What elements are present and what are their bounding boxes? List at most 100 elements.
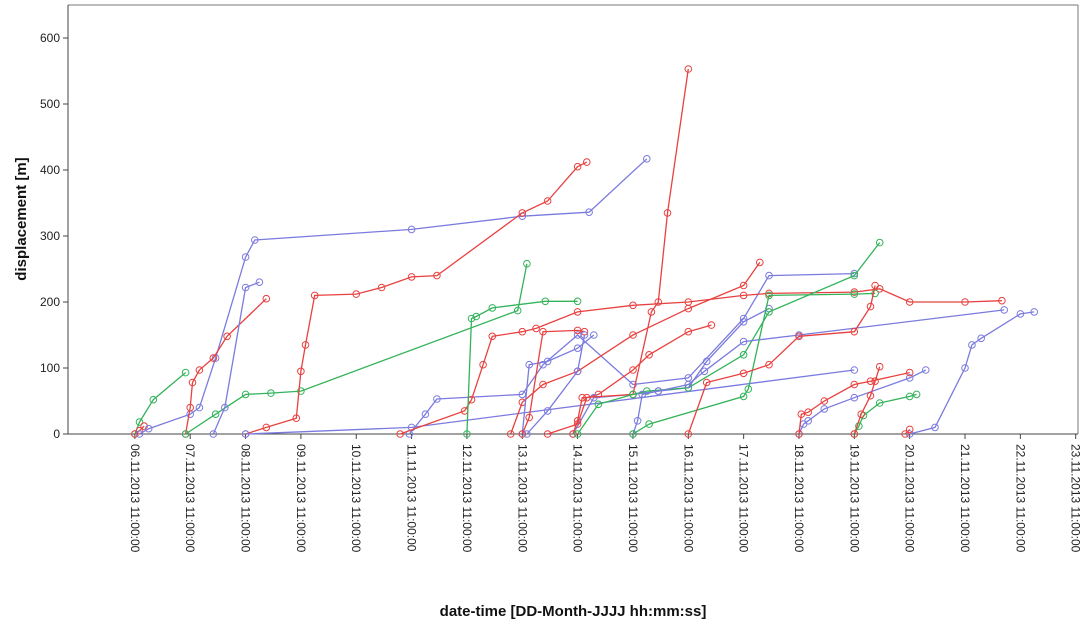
x-tick-label: 22.11.2013 11:00:00 bbox=[1013, 444, 1027, 553]
data-point bbox=[684, 430, 693, 438]
data-point bbox=[195, 366, 204, 374]
x-tick-label: 08.11.2013 11:00:00 bbox=[239, 444, 253, 553]
x-tick-label: 18.11.2013 11:00:00 bbox=[792, 444, 806, 553]
data-point bbox=[377, 283, 386, 292]
data-point bbox=[532, 324, 540, 333]
data-point bbox=[251, 236, 259, 244]
data-point bbox=[795, 430, 803, 438]
series-line bbox=[853, 366, 881, 435]
data-point bbox=[850, 327, 859, 336]
data-point bbox=[181, 430, 190, 438]
data-point bbox=[488, 332, 497, 341]
data-point bbox=[543, 407, 552, 415]
data-point bbox=[1016, 310, 1025, 318]
data-point bbox=[756, 258, 764, 267]
data-point bbox=[518, 209, 527, 217]
x-tick-label: 14.11.2013 11:00:00 bbox=[571, 444, 585, 553]
data-point bbox=[850, 393, 859, 402]
data-point bbox=[739, 337, 748, 346]
data-point bbox=[543, 197, 552, 205]
data-point bbox=[223, 332, 231, 341]
data-point bbox=[961, 298, 969, 306]
data-point bbox=[467, 314, 476, 323]
data-point bbox=[573, 367, 582, 376]
series-23 bbox=[795, 366, 930, 438]
series-8 bbox=[241, 366, 859, 438]
x-tick-label: 19.11.2013 11:00:00 bbox=[847, 444, 861, 553]
data-point bbox=[765, 360, 773, 369]
data-point bbox=[905, 392, 914, 401]
data-point bbox=[866, 377, 875, 386]
data-point bbox=[463, 430, 471, 438]
data-point bbox=[301, 341, 310, 349]
series-line bbox=[510, 262, 761, 435]
data-point bbox=[472, 312, 481, 321]
series-3 bbox=[135, 155, 651, 438]
series-10 bbox=[396, 285, 1006, 438]
data-point bbox=[765, 291, 773, 300]
series-9 bbox=[405, 269, 859, 438]
data-point bbox=[188, 378, 197, 387]
series-line bbox=[245, 161, 588, 435]
data-point bbox=[795, 332, 803, 341]
data-point bbox=[968, 341, 976, 349]
data-point bbox=[654, 387, 663, 395]
data-point bbox=[241, 390, 250, 399]
data-point bbox=[645, 351, 653, 359]
series-24 bbox=[795, 368, 914, 438]
series-line bbox=[526, 334, 586, 435]
data-point bbox=[539, 327, 547, 336]
series-line bbox=[632, 292, 876, 435]
x-tick-label: 23.11.2013 11:00:00 bbox=[1069, 444, 1083, 553]
data-point bbox=[629, 331, 637, 339]
y-tick-label: 200 bbox=[40, 295, 60, 309]
data-point bbox=[739, 281, 748, 290]
data-point bbox=[543, 430, 552, 438]
series-28 bbox=[901, 425, 914, 438]
x-tick-label: 21.11.2013 11:00:00 bbox=[958, 444, 972, 553]
data-point bbox=[433, 395, 441, 403]
series-line bbox=[798, 371, 910, 435]
data-point bbox=[654, 298, 663, 306]
series-line bbox=[184, 298, 267, 435]
data-point bbox=[262, 294, 271, 303]
series-26 bbox=[850, 362, 884, 438]
data-point bbox=[700, 367, 709, 376]
y-tick-label: 400 bbox=[40, 163, 60, 177]
data-point bbox=[583, 158, 591, 166]
data-point bbox=[541, 297, 550, 306]
data-point bbox=[573, 344, 582, 353]
x-tick-label: 16.11.2013 11:00:00 bbox=[681, 444, 695, 553]
data-point bbox=[905, 368, 914, 377]
data-point bbox=[585, 208, 593, 216]
y-tick-label: 0 bbox=[53, 427, 60, 441]
series-21 bbox=[629, 289, 879, 438]
data-point bbox=[396, 430, 404, 438]
data-point bbox=[195, 403, 204, 412]
data-point bbox=[241, 253, 250, 261]
x-tick-label: 17.11.2013 11:00:00 bbox=[737, 444, 751, 553]
data-point bbox=[875, 362, 884, 371]
data-point bbox=[310, 291, 319, 300]
data-point bbox=[765, 271, 773, 280]
data-point bbox=[144, 424, 153, 433]
series-line bbox=[185, 263, 528, 435]
y-axis: 0 100 200 300 400 500 600 bbox=[40, 31, 68, 441]
series-line bbox=[853, 393, 917, 435]
data-point bbox=[573, 297, 582, 306]
series-line bbox=[632, 309, 1005, 435]
x-tick-label: 07.11.2013 11:00:00 bbox=[183, 444, 197, 553]
data-point bbox=[518, 327, 527, 336]
data-point bbox=[629, 301, 637, 310]
data-point bbox=[629, 366, 637, 374]
data-point bbox=[684, 380, 693, 389]
data-point bbox=[797, 410, 806, 419]
data-point bbox=[297, 367, 305, 376]
data-point bbox=[352, 290, 361, 298]
series-5 bbox=[181, 259, 531, 438]
series-line bbox=[572, 68, 689, 435]
data-point bbox=[645, 420, 653, 428]
series-25 bbox=[850, 390, 921, 438]
data-point bbox=[905, 425, 914, 434]
series-line bbox=[798, 369, 927, 435]
